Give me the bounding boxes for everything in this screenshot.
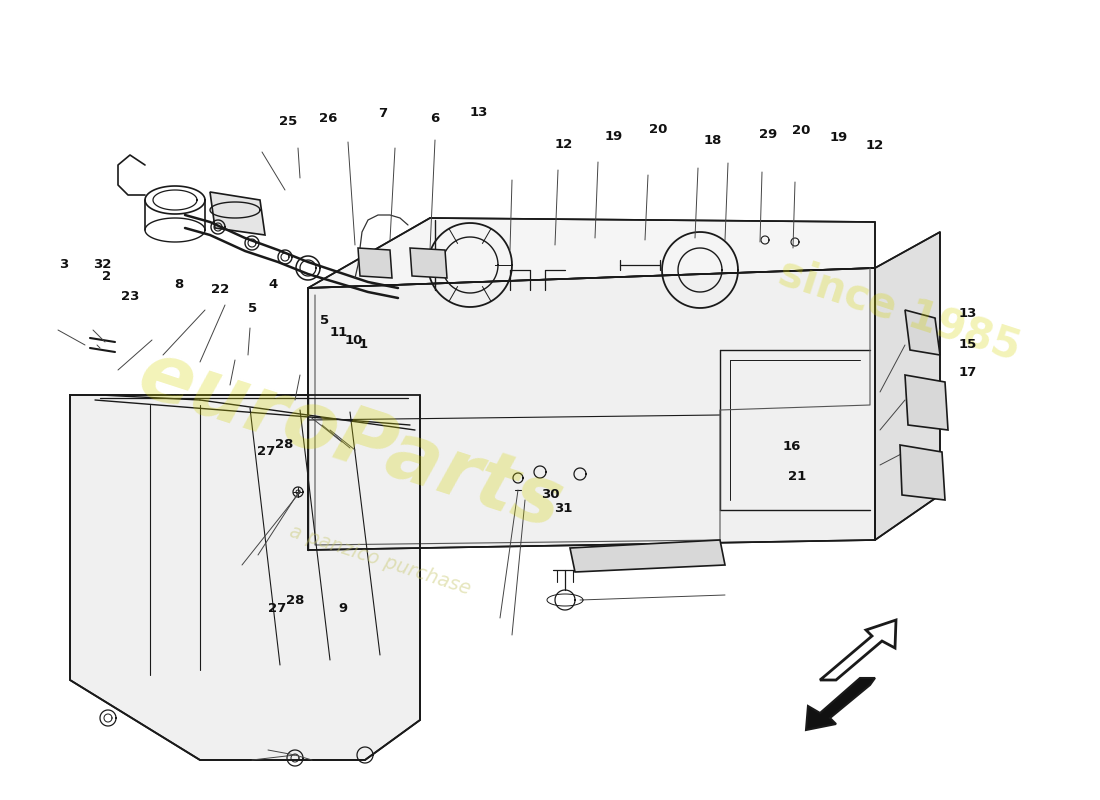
Text: 1: 1 <box>359 338 367 350</box>
Text: 22: 22 <box>211 283 229 296</box>
Text: 32: 32 <box>94 258 111 270</box>
Text: 3: 3 <box>59 258 68 270</box>
Polygon shape <box>308 268 874 550</box>
Text: 26: 26 <box>319 112 337 125</box>
Text: 28: 28 <box>286 594 304 606</box>
Text: 2: 2 <box>102 270 111 282</box>
Text: 6: 6 <box>430 112 439 125</box>
Text: 20: 20 <box>649 123 667 136</box>
Text: 25: 25 <box>279 115 297 128</box>
Text: 10: 10 <box>345 334 363 346</box>
Text: 15: 15 <box>959 338 977 350</box>
Text: 4: 4 <box>268 278 277 290</box>
Polygon shape <box>905 375 948 430</box>
Text: 30: 30 <box>541 488 559 501</box>
Text: 5: 5 <box>249 302 257 314</box>
Polygon shape <box>806 678 874 730</box>
Text: 20: 20 <box>792 124 810 137</box>
Polygon shape <box>210 192 265 235</box>
Text: 29: 29 <box>759 128 777 141</box>
Text: 19: 19 <box>829 131 847 144</box>
Text: 13: 13 <box>959 307 977 320</box>
Text: euroParts: euroParts <box>128 334 572 546</box>
Text: 27: 27 <box>268 602 286 614</box>
Text: 11: 11 <box>330 326 348 338</box>
Text: 12: 12 <box>866 139 883 152</box>
Text: 16: 16 <box>783 440 801 453</box>
Text: 17: 17 <box>959 366 977 378</box>
Text: 19: 19 <box>605 130 623 142</box>
Polygon shape <box>70 395 420 760</box>
Text: 18: 18 <box>704 134 722 146</box>
Polygon shape <box>820 620 896 680</box>
Text: 5: 5 <box>320 314 329 326</box>
Polygon shape <box>308 218 874 288</box>
Polygon shape <box>358 248 392 278</box>
Text: 7: 7 <box>378 107 387 120</box>
Text: 13: 13 <box>470 106 487 118</box>
Text: 27: 27 <box>257 446 275 458</box>
Text: 8: 8 <box>175 278 184 290</box>
Polygon shape <box>905 310 940 355</box>
Text: 23: 23 <box>121 290 139 302</box>
Polygon shape <box>900 445 945 500</box>
Text: 28: 28 <box>275 438 293 450</box>
Text: 9: 9 <box>339 602 348 614</box>
Polygon shape <box>410 248 447 278</box>
Polygon shape <box>874 232 940 540</box>
Text: a panzico purchase: a panzico purchase <box>287 522 473 598</box>
Text: 12: 12 <box>554 138 572 150</box>
Polygon shape <box>570 540 725 572</box>
Text: 21: 21 <box>789 470 806 482</box>
Text: 31: 31 <box>554 502 572 514</box>
Text: since 1985: since 1985 <box>773 251 1026 369</box>
